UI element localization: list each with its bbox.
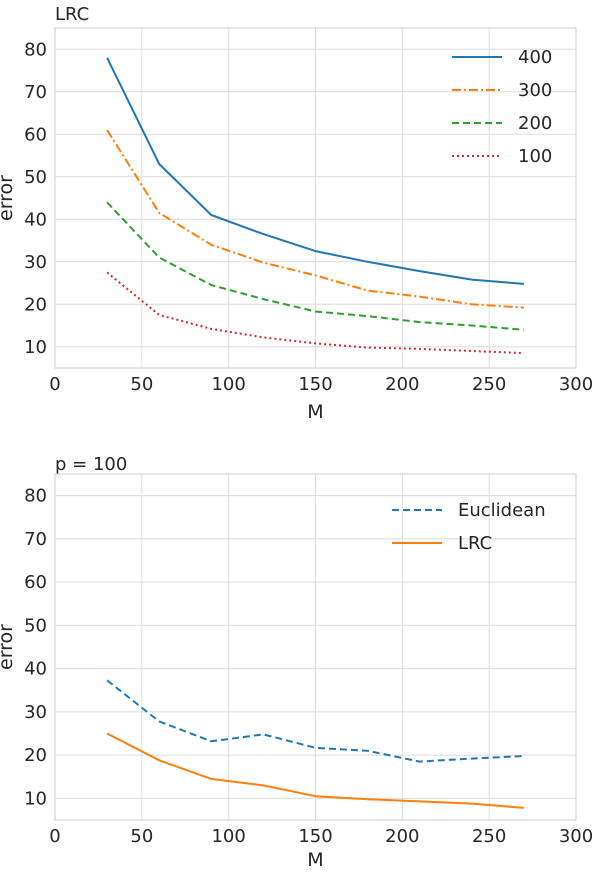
y-tick-label: 30 — [24, 252, 47, 273]
x-tick-label: 0 — [49, 826, 60, 847]
chart-panel-1: 0 50 100 150 200 250 300 10 20 30 40 50 60 70 80 LRC Mer… — [0, 4, 593, 423]
plot-frame — [54, 473, 577, 821]
series-line-300 — [106, 129, 524, 309]
x-tick-label: 150 — [298, 826, 332, 847]
y-tick-label: 20 — [24, 294, 47, 315]
legend-label: LRC — [458, 533, 492, 554]
chart-title: p = 100 — [55, 454, 127, 475]
x-axis-label: M — [307, 401, 323, 423]
y-axis-label: error — [0, 175, 17, 221]
y-tick-label: 70 — [24, 529, 47, 550]
x-tick-label: 200 — [385, 826, 419, 847]
y-tick-label: 80 — [24, 486, 47, 507]
y-tick-label: 40 — [24, 659, 47, 680]
x-tick-label: 0 — [49, 374, 60, 395]
y-tick-label: 30 — [24, 702, 47, 723]
y-tick-label: 50 — [24, 615, 47, 636]
x-tick-label: 200 — [385, 374, 419, 395]
x-tick-label: 250 — [472, 826, 506, 847]
legend-label: 300 — [518, 80, 552, 101]
x-tick-label: 50 — [130, 374, 153, 395]
y-tick-label: 10 — [24, 337, 47, 358]
x-tick-label: 50 — [130, 826, 153, 847]
y-tick-label: 70 — [24, 82, 47, 103]
y-tick-label: 50 — [24, 167, 47, 188]
chart-title: LRC — [55, 4, 89, 25]
y-tick-label: 60 — [24, 124, 47, 145]
y-tick-label: 20 — [24, 745, 47, 766]
y-tick-label: 80 — [24, 39, 47, 60]
x-tick-label: 300 — [559, 374, 593, 395]
legend-label: 100 — [518, 146, 552, 167]
series-line-100 — [106, 271, 524, 355]
x-tick-label: 250 — [472, 374, 506, 395]
x-tick-label: 150 — [298, 374, 332, 395]
series-line-400 — [106, 57, 524, 285]
plot-frame — [54, 27, 577, 369]
y-tick-label: 40 — [24, 209, 47, 230]
x-axis-label: M — [307, 849, 323, 870]
y-axis-label: error — [0, 624, 17, 670]
legend-label: 400 — [518, 47, 552, 68]
x-tick-label: 100 — [211, 826, 245, 847]
x-tick-label: 100 — [211, 374, 245, 395]
y-tick-label: 10 — [24, 788, 47, 809]
legend-label: Euclidean — [458, 500, 546, 521]
series-line-200 — [106, 201, 524, 331]
series-line-euclidean — [106, 679, 524, 763]
chart-panel-2: 0 50 100 150 200 250 300 10 20 30 40 50 60 70 80 p = 10… — [0, 454, 593, 871]
x-tick-label: 300 — [559, 826, 593, 847]
legend-label: 200 — [518, 113, 552, 134]
series-line-lrc — [106, 732, 524, 809]
y-tick-label: 60 — [24, 572, 47, 593]
